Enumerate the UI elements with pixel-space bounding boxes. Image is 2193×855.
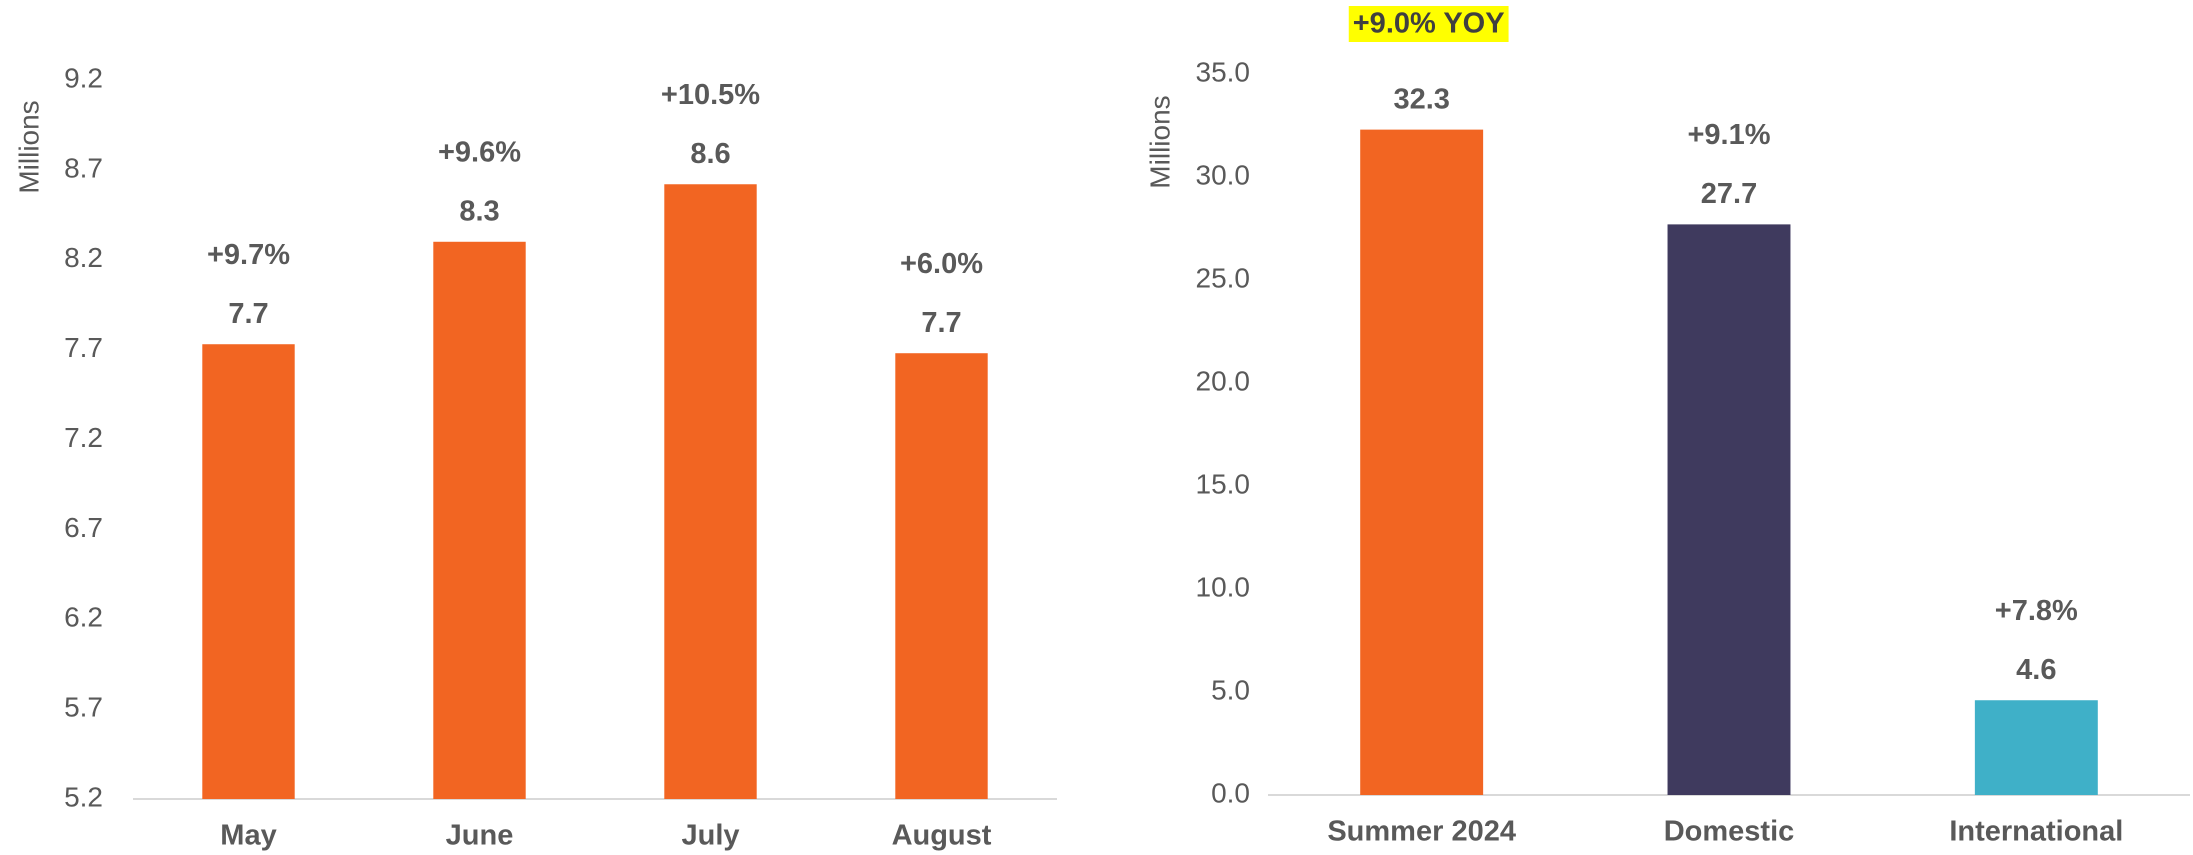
y-tick-label: 5.7 — [64, 692, 103, 723]
bar — [1667, 224, 1791, 795]
bar — [1360, 129, 1484, 795]
y-tick-label: 5.2 — [64, 781, 103, 812]
x-tick-label: International — [1949, 816, 2123, 848]
y-tick-label: 35.0 — [1196, 56, 1251, 87]
bar — [664, 184, 757, 799]
y-tick-label: 30.0 — [1196, 159, 1251, 190]
data-label: 8.3 — [459, 195, 499, 227]
x-tick-label: May — [220, 820, 276, 852]
x-tick-label: August — [892, 820, 992, 852]
data-label: 7.7 — [921, 307, 961, 339]
y-axis-label: Millions — [1144, 95, 1175, 188]
annotation-highlight — [1348, 6, 1509, 42]
data-label: 27.7 — [1701, 178, 1757, 210]
change-label: +9.6% — [438, 136, 521, 168]
bar — [433, 241, 526, 799]
bar — [1974, 700, 2098, 795]
x-tick-label: Summer 2024 — [1327, 816, 1516, 848]
y-tick-label: 15.0 — [1196, 468, 1251, 499]
y-tick-label: 5.0 — [1211, 674, 1250, 705]
y-tick-label: 8.7 — [64, 152, 103, 183]
annotation: +9.0% YOY — [1353, 8, 1505, 40]
y-tick-label: 6.2 — [64, 602, 103, 633]
y-tick-label: 10.0 — [1196, 571, 1251, 602]
bar — [895, 353, 988, 799]
change-label: +9.1% — [1687, 119, 1770, 151]
x-tick-label: Domestic — [1664, 816, 1795, 848]
data-label: 32.3 — [1393, 83, 1449, 115]
y-tick-label: 9.2 — [64, 62, 103, 93]
y-tick-label: 7.7 — [64, 332, 103, 363]
data-label: 4.6 — [2016, 654, 2056, 686]
x-tick-label: July — [681, 820, 739, 852]
y-tick-label: 6.7 — [64, 512, 103, 543]
bar — [202, 344, 295, 799]
change-label: +10.5% — [661, 79, 760, 111]
data-label: 8.6 — [690, 138, 730, 170]
change-label: +6.0% — [900, 248, 983, 280]
change-label: +7.8% — [1995, 595, 2078, 627]
y-tick-label: 25.0 — [1196, 262, 1251, 293]
data-label: 7.7 — [228, 298, 268, 330]
x-tick-label: June — [446, 820, 514, 852]
y-tick-label: 7.2 — [64, 422, 103, 453]
y-tick-label: 8.2 — [64, 242, 103, 273]
change-label: +9.7% — [207, 239, 290, 271]
y-tick-label: 0.0 — [1211, 777, 1250, 808]
y-tick-label: 20.0 — [1196, 365, 1251, 396]
y-axis-label: Millions — [13, 100, 44, 193]
